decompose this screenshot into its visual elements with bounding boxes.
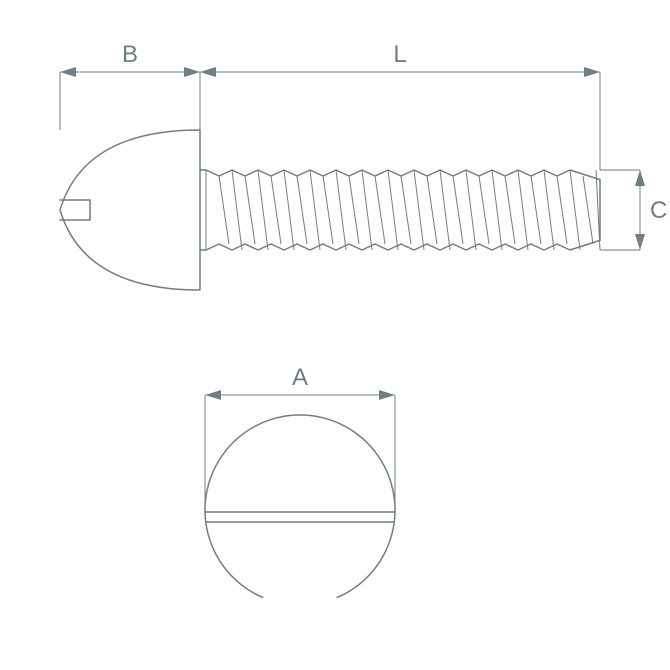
svg-text:C: C xyxy=(650,197,667,224)
svg-text:B: B xyxy=(122,41,138,68)
svg-text:L: L xyxy=(393,41,406,68)
screw-head-top-view xyxy=(205,415,395,597)
screw-side-view xyxy=(60,130,600,290)
svg-text:A: A xyxy=(292,364,308,391)
